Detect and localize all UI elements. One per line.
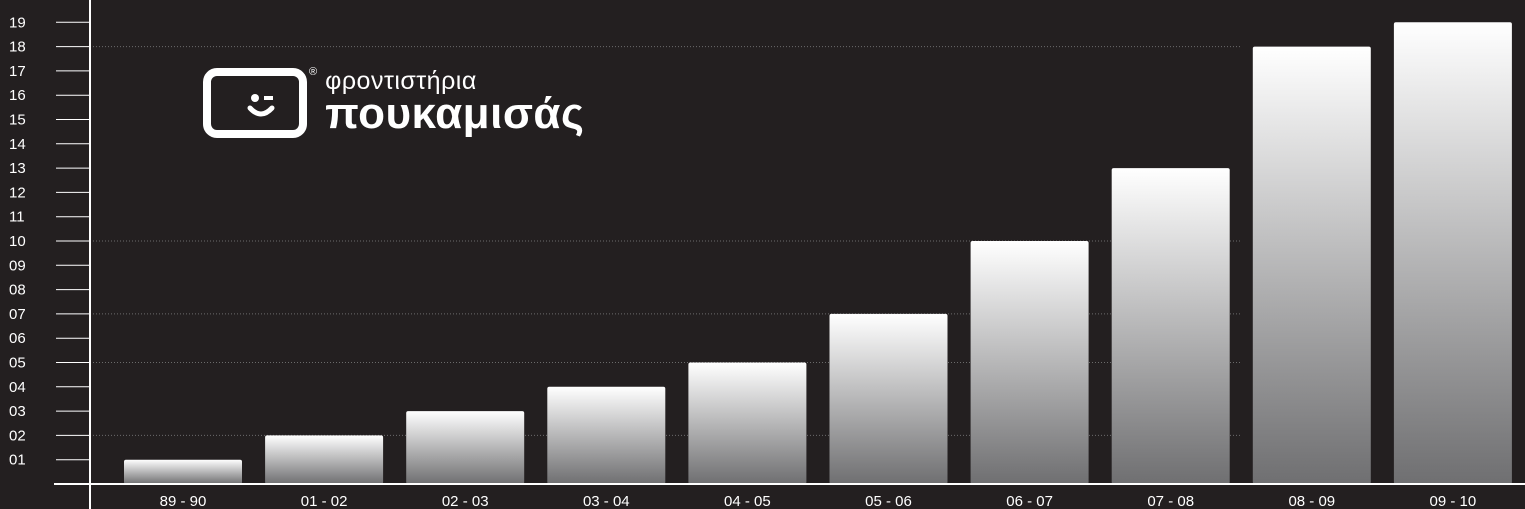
bar — [1393, 22, 1512, 485]
brand-logo: ® φροντιστήρια πουκαμισάς — [203, 66, 585, 140]
y-tick-label: 17 — [9, 63, 26, 80]
bars — [124, 22, 1512, 485]
brand-line1: φροντιστήρια — [325, 67, 477, 95]
bar — [124, 459, 242, 484]
y-tick-label: 05 — [9, 355, 26, 372]
bar — [1252, 46, 1371, 484]
x-tick-label: 05 - 06 — [865, 493, 912, 509]
y-tick-label: 16 — [9, 87, 26, 104]
x-tick-label: 06 - 07 — [1006, 493, 1053, 509]
y-tick-label: 01 — [9, 452, 26, 469]
bar — [688, 362, 807, 484]
y-axis-ticks: 01 02 03 04 05 06 07 08 09 10 11 12 13 14 15 16 17 18 19 — [9, 14, 90, 469]
y-tick-label: 09 — [9, 257, 26, 274]
registered-mark: ® — [309, 66, 318, 78]
x-tick-label: 07 - 08 — [1147, 493, 1194, 509]
x-tick-label: 89 - 90 — [160, 493, 207, 509]
x-axis-labels: 89 - 90 01 - 02 02 - 03 03 - 04 04 - 05 05 - … — [160, 493, 1477, 509]
y-tick-label: 06 — [9, 330, 26, 347]
brand-name: φροντιστήρια πουκαμισάς — [325, 67, 585, 138]
x-tick-label: 02 - 03 — [442, 493, 489, 509]
bar — [970, 241, 1089, 484]
y-tick-label: 08 — [9, 282, 26, 299]
y-tick-label: 03 — [9, 403, 26, 420]
y-tick-label: 12 — [9, 184, 26, 201]
bar — [265, 435, 384, 484]
y-tick-label: 14 — [9, 136, 26, 153]
smiley-face-icon — [203, 68, 307, 138]
bar — [547, 386, 666, 484]
bar — [829, 313, 948, 484]
y-tick-label: 02 — [9, 427, 26, 444]
x-tick-label: 04 - 05 — [724, 493, 771, 509]
y-tick-label: 04 — [9, 379, 26, 396]
y-tick-label: 13 — [9, 160, 26, 177]
y-tick-label: 18 — [9, 39, 26, 56]
bar — [406, 411, 525, 484]
y-tick-label: 15 — [9, 112, 26, 129]
y-tick-label: 19 — [9, 14, 26, 31]
y-tick-label: 10 — [9, 233, 26, 250]
brand-line2: πουκαμισάς — [325, 89, 585, 138]
x-tick-label: 09 - 10 — [1430, 493, 1477, 509]
x-tick-label: 08 - 09 — [1288, 493, 1335, 509]
y-tick-label: 07 — [9, 306, 26, 323]
bar — [1111, 168, 1230, 484]
x-tick-label: 03 - 04 — [583, 493, 630, 509]
x-tick-label: 01 - 02 — [301, 493, 348, 509]
y-tick-label: 11 — [9, 209, 25, 226]
